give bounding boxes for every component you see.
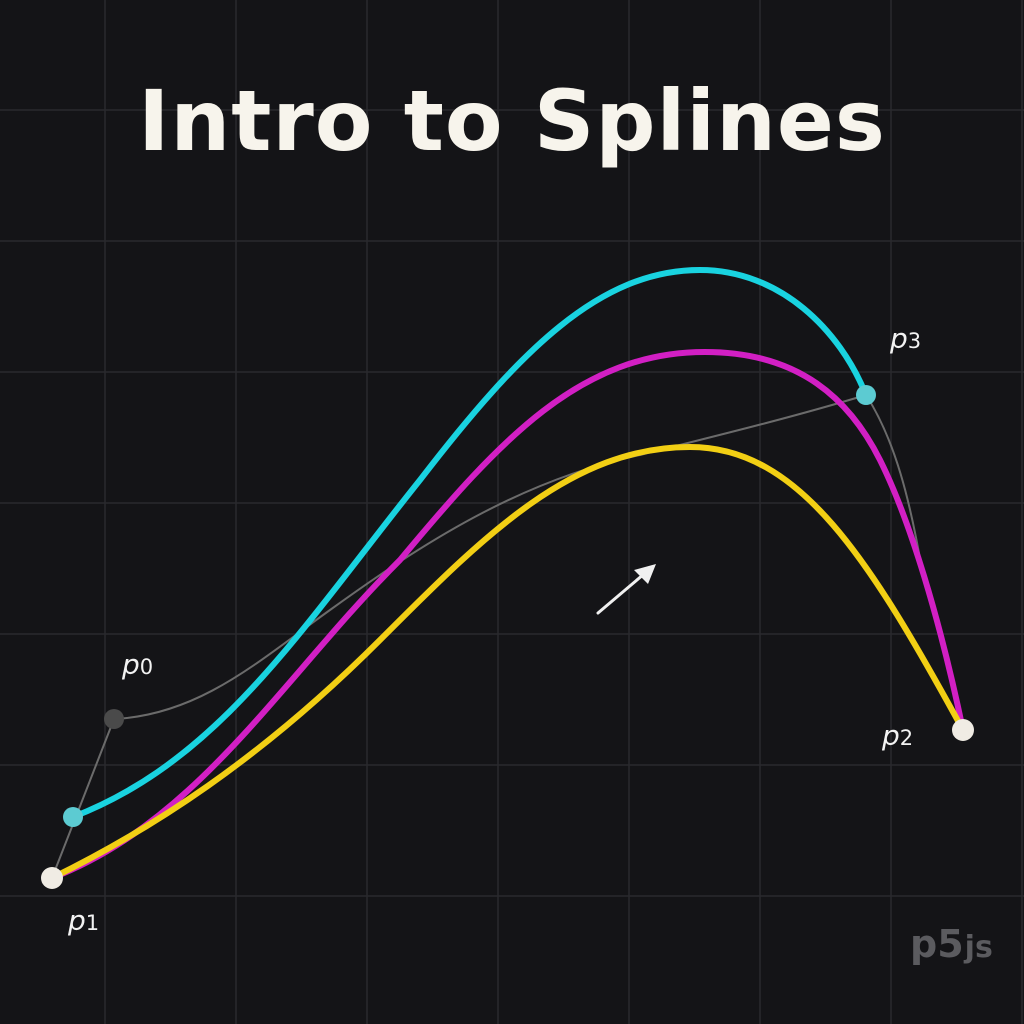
label-p1: p1 xyxy=(67,904,99,937)
control-point-p0[interactable] xyxy=(104,709,124,729)
p5js-logo-brand: p5 xyxy=(910,922,964,966)
label-p3: p3 xyxy=(889,322,921,355)
label-p0: p0 xyxy=(121,648,153,681)
p5js-logo: p5js xyxy=(910,922,993,966)
curve-magenta xyxy=(49,348,966,881)
label-p2: p2 xyxy=(881,719,913,752)
control-point-p1[interactable] xyxy=(41,867,63,889)
curve-cyan xyxy=(70,266,869,820)
page-title: Intro to Splines xyxy=(138,72,886,170)
p5js-logo-suffix: js xyxy=(964,930,993,965)
control-point-p2[interactable] xyxy=(952,719,974,741)
control-point-p3[interactable] xyxy=(856,385,876,405)
direction-arrow-icon xyxy=(596,564,656,615)
curve-yellow xyxy=(49,443,966,881)
control-point-cyan-start[interactable] xyxy=(63,807,83,827)
